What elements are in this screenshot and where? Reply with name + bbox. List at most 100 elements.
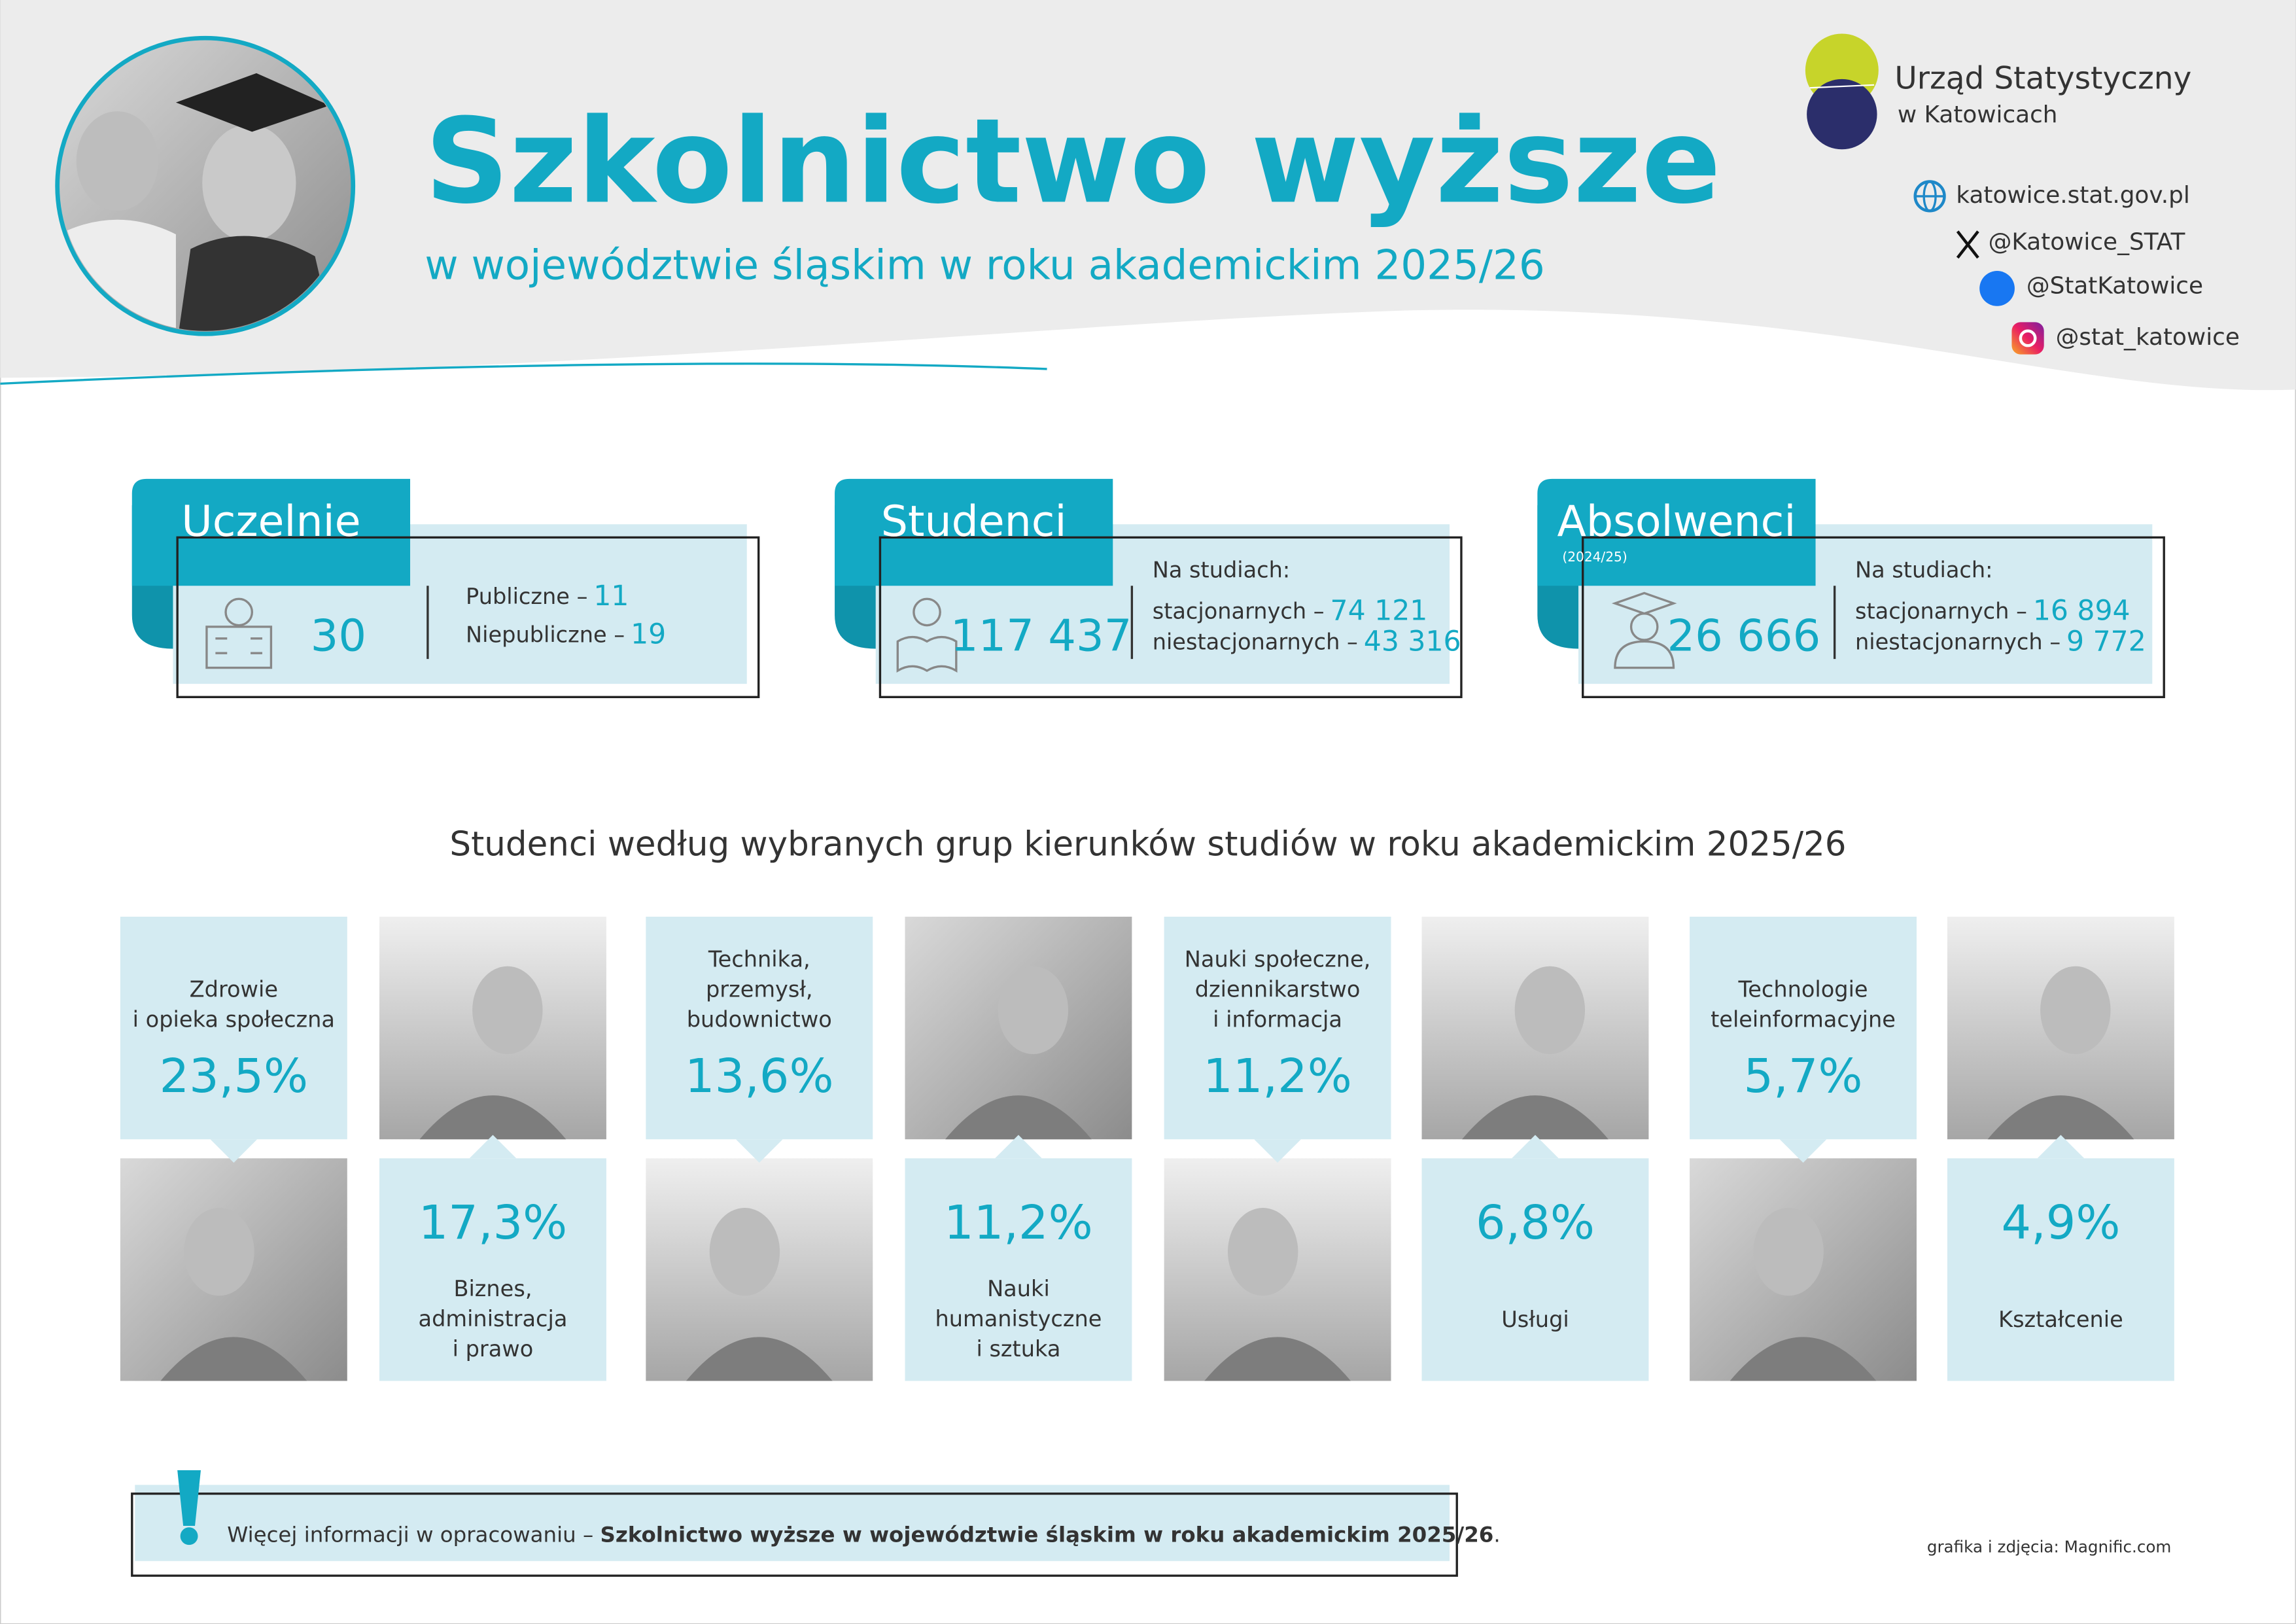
field-label: Kształcenie — [1998, 1307, 2123, 1332]
field-value: 11,2% — [1203, 1049, 1352, 1103]
card-detail: niestacjonarnych –43 316 — [1153, 626, 1461, 658]
field-box — [120, 917, 347, 1140]
field-photo — [1690, 1158, 1917, 1381]
field-box — [1690, 917, 1917, 1140]
card-icon — [205, 597, 273, 669]
field-label: Zdrowie — [190, 977, 278, 1002]
field-value: 6,8% — [1476, 1195, 1595, 1250]
summary-card: Studenci 117 437 Na studiach: stacjonarnych… — [835, 478, 1463, 698]
card-detail: Publiczne –11 — [466, 580, 629, 612]
photo-figure — [709, 1208, 780, 1296]
field-pointer — [469, 1135, 517, 1159]
card-note: Na studiach: — [1153, 557, 1291, 582]
field-value: 17,3% — [419, 1195, 567, 1250]
field-tile: 4,9% Kształcenie — [1947, 917, 2174, 1381]
photo-figure — [160, 1337, 307, 1381]
field-label: teleinformacyjne — [1711, 1006, 1896, 1032]
subtitle: w województwie śląskim w roku akademicki… — [425, 241, 1544, 289]
logo — [1805, 33, 1879, 150]
icon-part — [913, 597, 941, 627]
fields-title: Studenci według wybranych grup kierunków… — [449, 825, 1846, 864]
field-label: administracja — [419, 1306, 568, 1332]
field-tile: 13,6% Technika, przemysł, budownictwo — [646, 917, 873, 1381]
detail-label: stacjonarnych – — [1153, 598, 1325, 624]
field-label: i opieka społeczna — [133, 1006, 335, 1032]
field-value: 11,2% — [944, 1195, 1093, 1250]
field-label: Nauki społeczne, — [1185, 947, 1371, 972]
card-period: (2024/25) — [1562, 549, 1627, 565]
field-label: Biznes, — [453, 1276, 532, 1301]
card-total: 26 666 — [1667, 610, 1820, 661]
field-pointer — [1512, 1135, 1559, 1159]
icon-part — [224, 597, 253, 627]
photo-figure — [1204, 1337, 1351, 1381]
facebook-handle: @StatKatowice — [2026, 273, 2203, 300]
detail-label: stacjonarnych – — [1855, 598, 2027, 624]
detail-value: 19 — [631, 618, 666, 650]
photo-figure — [2040, 966, 2111, 1055]
field-tile: 6,8% Usługi — [1421, 917, 1649, 1381]
detail-value: 43 316 — [1364, 626, 1461, 658]
field-label: Nauki — [987, 1276, 1050, 1301]
photo-figure — [419, 1095, 566, 1140]
card-total: 30 — [311, 610, 366, 661]
field-box — [1947, 1158, 2174, 1381]
social-icons — [1913, 180, 2044, 355]
detail-value: 16 894 — [2033, 595, 2131, 627]
icon-part — [1614, 640, 1675, 669]
logo-city: w Katowicach — [1898, 101, 2058, 128]
detail-label: Niepubliczne – — [466, 622, 625, 647]
instagram-handle: @stat_katowice — [2056, 324, 2240, 351]
field-label: dziennikarstwo — [1195, 977, 1361, 1002]
field-tile: 23,5% Zdrowie i opieka społeczna — [120, 917, 347, 1381]
field-value: 5,7% — [1744, 1049, 1863, 1103]
field-photo — [646, 1158, 873, 1381]
photo-figure — [686, 1337, 833, 1381]
field-tile: 11,2% Nauki społeczne, dziennikarstwo i inf… — [1164, 917, 1391, 1381]
field-label: Technologie — [1737, 977, 1868, 1002]
logo-name: Urząd Statystyczny — [1894, 61, 2191, 97]
detail-value: 9 772 — [2066, 626, 2146, 658]
icon-part — [205, 626, 273, 669]
field-box — [1421, 1158, 1649, 1381]
field-value: 4,9% — [2001, 1195, 2120, 1250]
icon-part — [215, 637, 262, 654]
twitter-handle: @Katowice_STAT — [1989, 229, 2185, 256]
field-photo — [379, 917, 606, 1140]
summary-card: Uczelnie 30 Publiczne –11 Niepubliczne –19 — [131, 478, 760, 698]
field-value: 23,5% — [160, 1049, 308, 1103]
card-title: Studenci — [881, 497, 1067, 546]
field-photo — [905, 917, 1132, 1140]
field-box — [905, 1158, 1132, 1381]
credit: grafika i zdjęcia: Magnific.com — [1927, 1538, 2172, 1557]
detail-label: niestacjonarnych – — [1153, 629, 1358, 654]
card-detail: Niepubliczne –19 — [466, 618, 666, 650]
field-label: i informacja — [1213, 1006, 1342, 1032]
footer — [131, 1470, 1458, 1577]
field-photo — [120, 1158, 347, 1381]
field-pointer — [735, 1139, 783, 1163]
card-outline — [878, 536, 1463, 698]
card-icon — [896, 597, 958, 673]
field-box — [379, 1158, 606, 1381]
card-detail: niestacjonarnych –9 772 — [1855, 626, 2146, 658]
photo-figure — [945, 1095, 1092, 1140]
photo-figure — [1753, 1208, 1824, 1296]
header-background — [0, 0, 2296, 391]
photo-figure — [1730, 1337, 1877, 1381]
icon-part — [896, 635, 958, 673]
field-label: Technika, — [708, 947, 810, 972]
field-value: 13,6% — [685, 1049, 834, 1103]
card-title: Absolwenci — [1557, 497, 1796, 546]
publication-title: Szkolnictwo wyższe w województwie śląski… — [600, 1523, 1494, 1547]
title: Szkolnictwo wyższe — [425, 94, 1721, 230]
card-outline — [1582, 536, 2165, 698]
photo-figure — [1514, 966, 1586, 1055]
field-label: budownictwo — [687, 1006, 832, 1032]
photo-figure — [1227, 1208, 1298, 1296]
card-tab — [131, 478, 411, 586]
detail-value: 74 121 — [1331, 595, 1428, 627]
field-tile: 17,3% Biznes, administracja i prawo — [379, 917, 606, 1381]
summary-card: Absolwenci (2024/25) 26 666 Na studiach: sta… — [1537, 478, 2165, 698]
card-total: 117 437 — [950, 610, 1132, 661]
